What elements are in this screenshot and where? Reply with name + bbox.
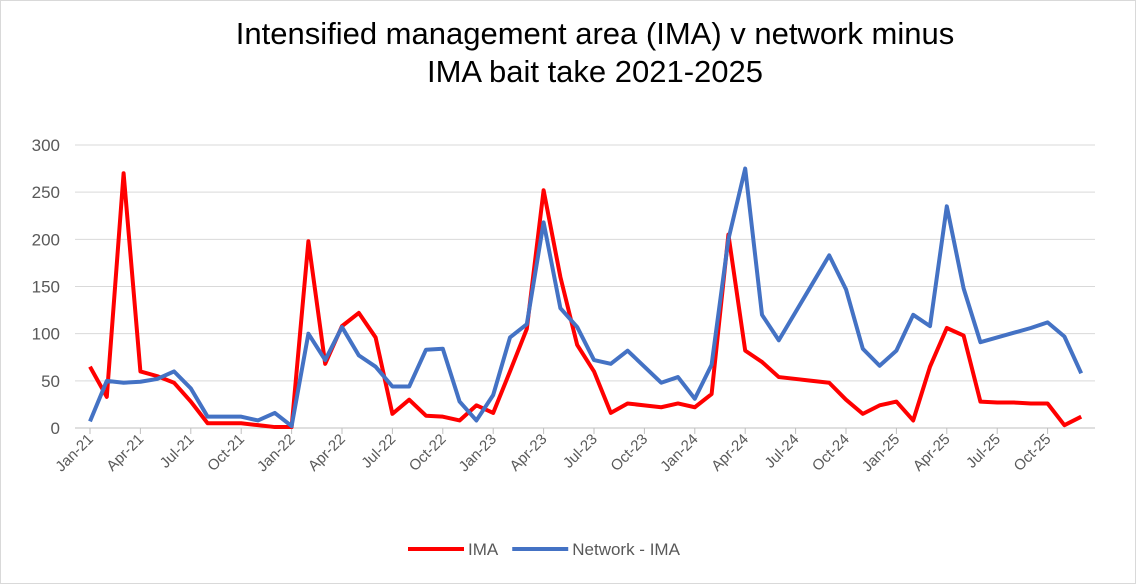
y-tick-label: 50 [41, 372, 60, 391]
y-tick-label: 200 [32, 230, 60, 249]
y-tick-label: 0 [51, 419, 60, 438]
y-tick-label: 300 [32, 136, 60, 155]
y-tick-label: 100 [32, 325, 60, 344]
series-line [88, 166, 1084, 429]
legend-label: Network - IMA [572, 540, 680, 559]
series-line [88, 171, 1083, 430]
legend-label: IMA [468, 540, 499, 559]
y-tick-label: 150 [32, 278, 60, 297]
chart-title: Intensified management area (IMA) v netw… [236, 16, 954, 51]
chart-title: IMA bait take 2021-2025 [427, 54, 763, 89]
y-tick-label: 250 [32, 183, 60, 202]
